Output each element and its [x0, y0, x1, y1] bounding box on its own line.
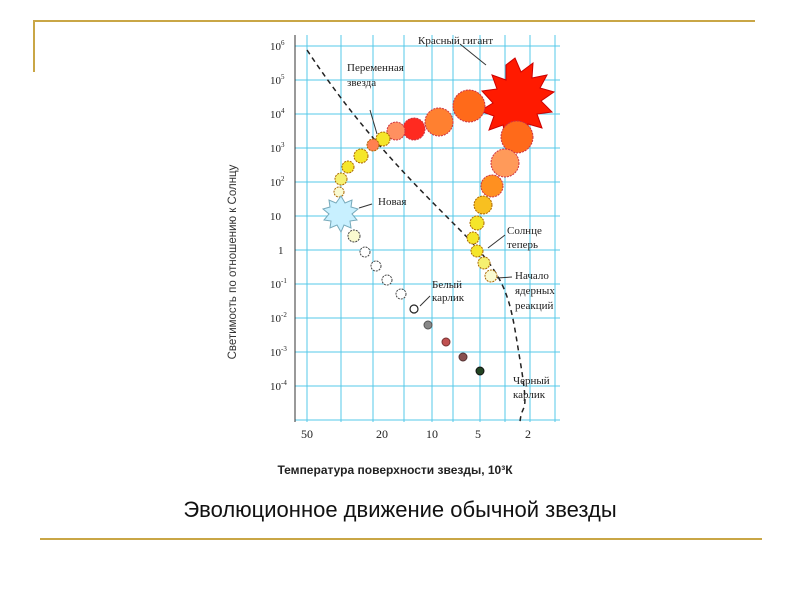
x-tick-labels: 50 20 10 5 2 [301, 427, 531, 441]
trail-star [359, 246, 371, 258]
branch-star [386, 121, 406, 141]
label-black-dwarf-1: Черный [513, 375, 550, 387]
y-tick-1e4: 104 [270, 107, 285, 121]
branch-star [353, 148, 369, 164]
x-tick-5: 5 [475, 427, 481, 441]
label-variable-star-2: звезда [347, 77, 376, 89]
cooling-dwarf-star [441, 337, 451, 347]
y-tick-1e6: 106 [270, 39, 285, 53]
cooling-dwarf-star [458, 352, 468, 362]
y-tick-1e-4: 10-4 [270, 379, 287, 393]
cooling-dwarf-star [423, 320, 433, 330]
y-tick-1e-3: 10-3 [270, 345, 287, 359]
branch-star [452, 89, 486, 123]
black-dwarf-star [475, 366, 485, 376]
x-tick-2: 2 [525, 427, 531, 441]
nuclear-start-star [484, 269, 498, 283]
label-sun-now-2: теперь [507, 239, 538, 251]
nova-star [321, 195, 360, 234]
variable-star [366, 138, 380, 152]
x-tick-10: 10 [426, 427, 438, 441]
sun-track-star [466, 231, 480, 245]
label-variable-star-1: Переменная [347, 62, 404, 74]
annotation-leaders [358, 43, 513, 307]
giant-star [480, 174, 504, 198]
bottom-rule [40, 538, 762, 540]
giant-star [490, 148, 520, 178]
top-rule [33, 20, 755, 22]
trail-star [395, 288, 407, 300]
x-axis-label: Температура поверхности звезды, 10³К [277, 463, 513, 477]
label-white-dwarf-1: Белый [432, 279, 462, 291]
label-nuclear-start-3: реакций [515, 300, 554, 312]
x-tick-20: 20 [376, 427, 388, 441]
giant-star [473, 195, 493, 215]
y-tick-1e5: 105 [270, 73, 285, 87]
label-nuclear-start-1: Начало [515, 270, 549, 282]
slide-caption: Эволюционное движение обычной звезды [183, 497, 617, 522]
branch-star [334, 172, 348, 186]
sun-track-star [477, 256, 491, 270]
giant-star [500, 120, 534, 154]
star-evolution-diagram: 106 105 104 103 102 10 1 10-1 10-2 10-3 … [210, 30, 570, 485]
diagram-svg: 106 105 104 103 102 10 1 10-1 10-2 10-3 … [227, 30, 562, 477]
stars-group [321, 57, 556, 376]
label-sun-now-1: Солнце [507, 225, 542, 237]
y-axis-label: Светимость по отношению к Солнцу [227, 164, 239, 359]
main-sequence-line [306, 49, 526, 423]
branch-star [333, 186, 345, 198]
y-tick-1e2: 102 [270, 175, 285, 189]
grid-lines [295, 35, 560, 422]
trail-star [347, 229, 361, 243]
y-tick-1: 1 [278, 245, 284, 257]
y-tick-1e-2: 10-2 [270, 311, 287, 325]
y-tick-1e3: 103 [270, 141, 285, 155]
variable-star [375, 131, 391, 147]
left-rule [33, 20, 35, 72]
sun-now-star [470, 244, 484, 258]
x-tick-50: 50 [301, 427, 313, 441]
sun-track-star [469, 215, 485, 231]
label-white-dwarf-2: карлик [432, 292, 465, 304]
y-tick-10: 10 [270, 211, 282, 223]
branch-star [402, 117, 426, 141]
branch-star [341, 160, 355, 174]
white-dwarf-star [409, 304, 419, 314]
y-tick-1e-1: 10-1 [270, 277, 287, 291]
trail-star [370, 260, 382, 272]
label-red-giant: Красный гигант [418, 35, 493, 47]
trail-star [381, 274, 393, 286]
label-black-dwarf-2: карлик [513, 389, 546, 401]
y-tick-labels: 106 105 104 103 102 10 1 10-1 10-2 10-3 … [270, 39, 287, 393]
label-nova: Новая [378, 196, 406, 208]
branch-star [424, 107, 454, 137]
label-nuclear-start-2: ядерных [515, 285, 555, 297]
